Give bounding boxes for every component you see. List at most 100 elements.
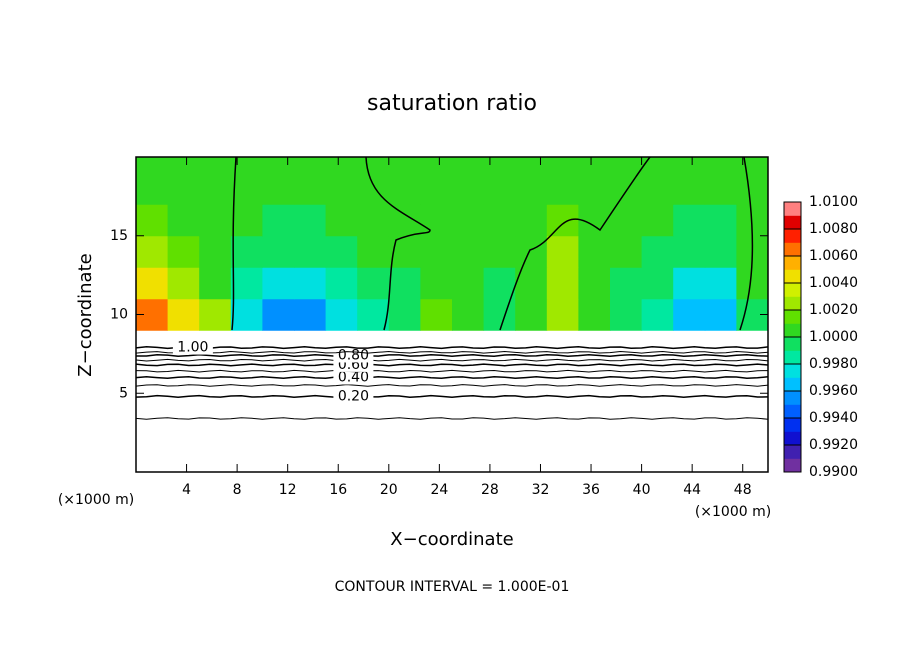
field-cell (388, 298, 421, 331)
field-cell (546, 267, 579, 300)
field-cell (610, 204, 643, 237)
field-cell (262, 157, 295, 205)
colorbar-tick-label: 1.0080 (809, 221, 858, 237)
contour-label-bg (333, 389, 374, 404)
x-unit-label: (×1000 m) (58, 492, 134, 508)
field-cell (515, 204, 548, 237)
x-axis-label: X−coordinate (390, 529, 513, 550)
y-tick-label: 10 (110, 307, 128, 323)
field-cell (199, 298, 232, 331)
colorbar-band (784, 269, 801, 284)
chart-title: saturation ratio (367, 91, 537, 116)
field-cell (420, 157, 453, 205)
contour-line (135, 417, 769, 420)
contour-line (135, 363, 769, 367)
colorbar-band (784, 323, 801, 338)
field-cell (325, 298, 358, 331)
contour-line (135, 394, 769, 398)
colorbar-band (784, 404, 801, 419)
field-cell (610, 235, 643, 268)
colorbar-band (784, 418, 801, 432)
colorbar-band (784, 242, 801, 257)
colorbar-band (784, 215, 801, 230)
contour-line (136, 353, 769, 357)
field-cell (262, 235, 295, 268)
colorbar-tick-label: 0.9900 (809, 464, 858, 480)
colorbar-tick-label: 1.0020 (809, 302, 858, 318)
y-tick-label: 5 (119, 385, 128, 401)
field-cell (294, 235, 327, 268)
contour-line (135, 346, 769, 350)
field-cell (388, 267, 421, 300)
field-cell (294, 204, 327, 237)
field-cell (673, 298, 706, 331)
field-cell (610, 298, 643, 331)
field-cell (357, 267, 390, 300)
field (136, 157, 769, 331)
contour-label: 0.20 (338, 388, 369, 404)
field-cell (673, 267, 706, 300)
field-cell (167, 267, 200, 300)
field-cell (325, 204, 358, 237)
x-unit-label: (×1000 m) (695, 504, 771, 520)
field-cell (294, 267, 327, 300)
contour-line (135, 350, 769, 354)
contour-line (135, 358, 769, 362)
field-cell (230, 298, 263, 331)
field-cell (294, 157, 327, 205)
x-tick-label: 36 (582, 482, 600, 498)
field-cell (546, 235, 579, 268)
colorbar-tick-label: 0.9940 (809, 410, 858, 426)
x-tick-label: 4 (182, 482, 191, 498)
footer-note: CONTOUR INTERVAL = 1.000E-01 (335, 579, 570, 595)
field-cell (262, 267, 295, 300)
colorbar-band (784, 283, 801, 297)
field-cell (452, 298, 485, 331)
field-cell (452, 157, 485, 205)
y-axis-label: Z−coordinate (75, 253, 96, 376)
field-cell (357, 204, 390, 237)
field-cell (641, 235, 674, 268)
colorbar-tick-label: 1.0060 (809, 248, 858, 264)
contour-line (135, 384, 769, 387)
field-cell (483, 267, 516, 300)
field-cell (578, 267, 611, 300)
contour-label: 1.00 (177, 340, 208, 356)
contour-line (135, 369, 769, 373)
field-cell (452, 235, 485, 268)
colorbar-band (784, 431, 801, 446)
field-cell (325, 157, 358, 205)
colorbar-tick-label: 0.9980 (809, 356, 858, 372)
colorbar-band (784, 377, 801, 392)
colorbar-tick-label: 0.9960 (809, 383, 858, 399)
field-cell (199, 157, 232, 205)
field-cell (167, 298, 200, 331)
field-cell (136, 157, 169, 205)
colorbar-band (784, 256, 801, 270)
field-cell (578, 157, 611, 205)
field-cell (199, 235, 232, 268)
contour-line (135, 375, 769, 380)
field-cell (610, 157, 643, 205)
field-cell (578, 235, 611, 268)
field-cell (230, 204, 263, 237)
x-tick-label: 24 (430, 482, 448, 498)
colorbar-tick-label: 1.0040 (809, 275, 858, 291)
field-cell (136, 235, 169, 268)
field-cell (546, 204, 579, 237)
colorbar-band (784, 350, 801, 365)
field-cell (420, 298, 453, 331)
contour-label-bg (172, 340, 213, 355)
field-cell (673, 204, 706, 237)
field-cell (673, 157, 706, 205)
field-cell (230, 235, 263, 268)
field-cell (641, 157, 674, 205)
field-cell (704, 298, 737, 331)
colorbar-band (784, 445, 801, 459)
field-cell (388, 157, 421, 205)
field-cell (452, 204, 485, 237)
field-cell (546, 298, 579, 331)
field-cell (262, 204, 295, 237)
field-cell (420, 235, 453, 268)
